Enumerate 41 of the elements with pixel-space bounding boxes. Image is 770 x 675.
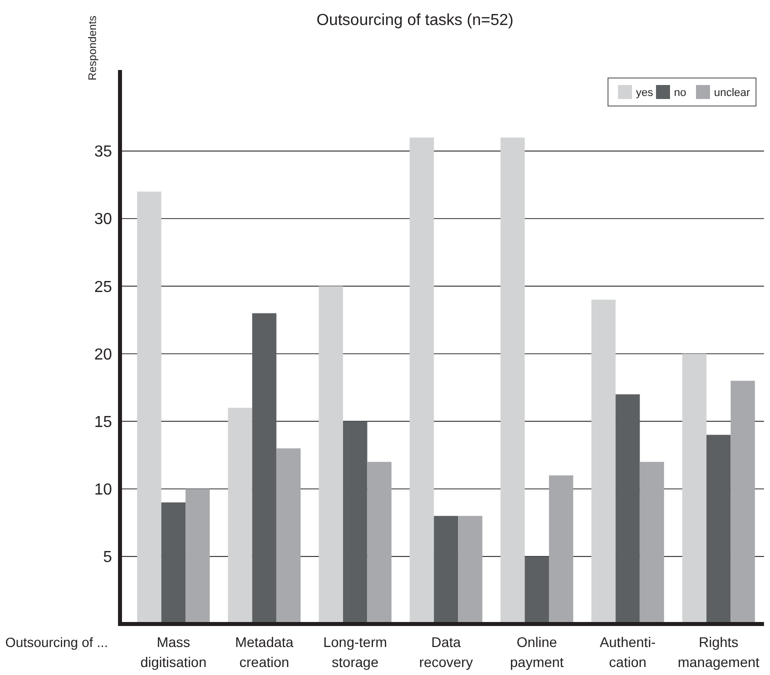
x-tick-label: Mass digitisation [140,634,207,670]
bar [161,502,186,624]
x-tick-label: Long-term storage [323,634,388,670]
bar [591,300,616,624]
legend-label: yes [636,86,654,99]
y-tick-label: 10 [94,481,112,498]
bar [367,462,392,624]
bar [548,475,574,624]
y-tick-label: 15 [94,414,112,431]
bar [706,434,731,624]
y-tick-label: 5 [103,549,112,566]
bar [137,192,162,624]
legend-label: no [674,86,686,99]
x-axis-title: Outsourcing of ... [5,635,108,650]
bar [410,138,434,624]
x-tick-label: Data recovery [419,634,473,670]
bar [318,286,344,624]
bar [616,394,640,624]
bar [434,516,458,624]
y-tick-label: 25 [94,278,112,296]
x-tick-label: Online payment [510,634,564,670]
bar [640,462,664,624]
bar [458,516,482,624]
x-tick-label: Metadata creation [235,634,294,670]
bar [186,488,210,624]
bar [524,556,549,624]
y-tick-label: 35 [94,144,112,161]
bar [276,448,301,624]
y-axis-title: Respondents [87,15,99,80]
bar [500,138,525,624]
legend-label: unclear [714,86,750,99]
chart-title: Outsourcing of tasks (n=52) [316,12,514,29]
y-tick-label: 30 [94,211,112,228]
x-tick-label: Rights management [678,634,760,670]
bar [682,354,706,624]
bar [228,408,252,624]
y-tick-label: 20 [94,346,112,364]
bar [343,421,368,624]
x-tick-label: Authenti- cation [600,634,656,670]
bar [252,313,276,624]
bar [730,380,755,624]
